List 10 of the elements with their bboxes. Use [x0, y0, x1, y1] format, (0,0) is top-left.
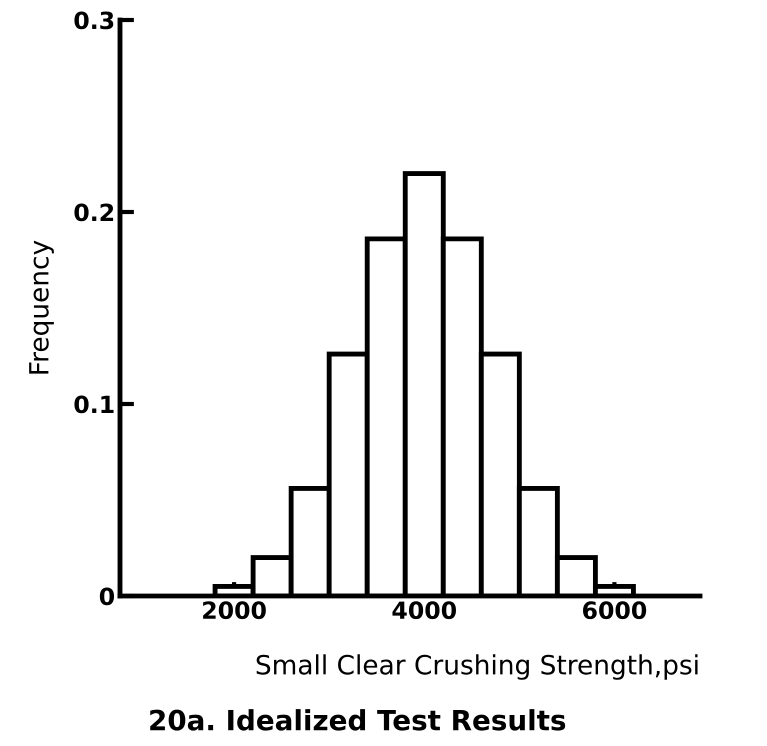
x-tick-label: 6000 [583, 601, 646, 620]
x-tick-label: 4000 [392, 601, 456, 620]
y-tick-label: 0.2 [74, 203, 114, 222]
y-tick-label: 0.3 [74, 11, 114, 30]
y-axis-title: Frequency [29, 240, 54, 374]
x-axis-title: Small Clear Crushing Strength,psi [256, 654, 698, 680]
y-tick-label: 0 [100, 587, 114, 606]
y-tick-label: 0.1 [74, 395, 114, 414]
text: 20a. Idealized Test Results [150, 709, 566, 731]
x-tick-label: 2000 [203, 601, 266, 620]
